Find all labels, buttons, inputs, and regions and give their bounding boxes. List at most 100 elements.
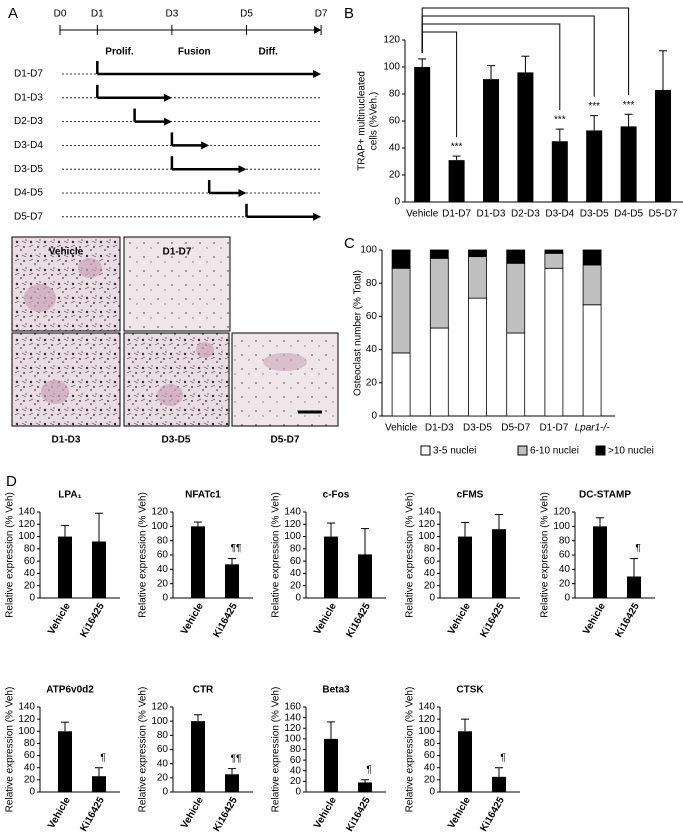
y-tick-label: 120 — [284, 519, 301, 530]
y-tick-label: 20 — [290, 776, 302, 787]
bar-segment — [391, 249, 411, 269]
y-tick-label: 20 — [24, 580, 36, 591]
cell — [157, 384, 183, 406]
y-tick-label: 0 — [29, 787, 35, 798]
bar — [551, 141, 568, 202]
significance-marker: *** — [451, 142, 463, 153]
micrograph-label: Vehicle — [49, 247, 84, 258]
panel-label: D — [6, 473, 17, 490]
x-tick-label: Ki16425 — [78, 601, 107, 640]
arrowhead — [314, 26, 322, 34]
bar — [58, 731, 72, 792]
chart: Beta3 Relative expression (% Veh) 02040608… — [271, 685, 386, 833]
bar-segment — [506, 249, 526, 264]
y-tick-label: 40 — [24, 762, 36, 773]
y-tick-label: 100 — [151, 716, 168, 727]
y-axis-label: TRAP+ multinucleated — [357, 71, 368, 171]
y-tick-label: 60 — [24, 750, 36, 761]
chart-title: CTSK — [456, 685, 484, 696]
bar-segment — [391, 267, 411, 354]
cell — [24, 284, 56, 312]
y-tick-label: 140 — [18, 507, 35, 518]
bar-segment — [582, 304, 602, 417]
x-tick-label: Ki16425 — [613, 601, 642, 640]
micrograph — [231, 332, 339, 427]
row-label: D4-D5 — [14, 188, 43, 199]
bar — [586, 130, 603, 202]
comparison-bracket — [421, 15, 595, 97]
bar-segment — [582, 249, 602, 266]
significance-marker: ¶¶ — [231, 543, 242, 554]
micrograph — [123, 236, 231, 332]
x-tick-label: Vehicle — [46, 601, 73, 637]
significance-marker: ¶ — [366, 764, 371, 775]
chart: DC-STAMP Relative expression (% Veh) 0 20 40… — [540, 490, 655, 640]
bar-segment — [544, 252, 564, 269]
y-tick-label: 40 — [559, 564, 571, 575]
x-tick-label: Vehicle — [312, 601, 339, 637]
micrograph-label: D5-D7 — [271, 435, 300, 446]
micrograph-label: D1-D3 — [52, 435, 81, 446]
x-tick-label: Vehicle — [406, 209, 439, 220]
arrowhead — [313, 212, 322, 221]
y-axis-label: Osteoclast number (% Total) — [353, 270, 364, 396]
bar — [358, 554, 372, 598]
y-axis-label: cells (%Veh.) — [369, 92, 380, 150]
y-tick-label: 100 — [553, 521, 570, 532]
legend-swatch — [517, 445, 528, 456]
bar-segment — [544, 249, 564, 254]
x-tick-label: Vehicle — [446, 601, 473, 637]
significance-marker: ¶ — [100, 752, 105, 763]
y-tick-label: 20 — [157, 578, 169, 589]
y-tick-label: 80 — [424, 738, 436, 749]
legend-label: 3-5 nuclei — [433, 446, 476, 457]
arrowhead — [238, 165, 247, 174]
chart: TRAP+ multinucleated cells (%Veh.) 0 20 40 60… — [357, 7, 683, 220]
y-tick-label: 40 — [366, 344, 378, 355]
row-label: D3-D4 — [14, 140, 43, 151]
bar — [191, 526, 205, 598]
y-tick-label: 20 — [389, 170, 401, 181]
x-tick-label: D1-D3 — [477, 209, 506, 220]
chart-title: Beta3 — [322, 685, 350, 696]
bar — [448, 160, 465, 202]
phase-label: Prolif. — [105, 47, 134, 58]
y-tick-label: 140 — [418, 702, 435, 713]
y-tick-label: 20 — [424, 774, 436, 785]
y-axis-label: Relative expression (% Veh) — [405, 492, 416, 618]
x-tick-label: Vehicle — [179, 601, 206, 637]
bar — [517, 72, 534, 203]
y-tick-label: 40 — [290, 568, 302, 579]
y-tick-label: 0 — [162, 593, 168, 604]
chart-title: CTR — [193, 685, 214, 696]
arrowhead — [201, 141, 210, 150]
y-tick-label: 0 — [564, 593, 570, 604]
y-tick-label: 40 — [157, 758, 169, 769]
y-tick-label: 100 — [360, 245, 377, 256]
y-tick-label: 80 — [389, 89, 401, 100]
chart-title: NFATc1 — [185, 490, 221, 501]
micrographs — [11, 236, 339, 427]
bar — [483, 79, 499, 202]
y-tick-label: 0 — [162, 787, 168, 798]
y-tick-label: 80 — [290, 744, 302, 755]
chart-title: ATP6v0d2 — [46, 685, 94, 696]
y-tick-label: 40 — [24, 568, 36, 579]
x-tick-label: D5-D7 — [649, 209, 678, 220]
x-tick-label: Vehicle — [581, 601, 608, 637]
x-tick-label: D3-D4 — [545, 209, 574, 220]
x-tick-label: D4-D5 — [614, 209, 643, 220]
bar — [92, 541, 106, 598]
bar — [358, 782, 372, 792]
bar — [627, 576, 641, 598]
y-axis-label: Relative expression (% Veh) — [138, 687, 149, 813]
y-axis-label: Relative expression (% Veh) — [271, 687, 282, 813]
x-tick-label: Ki16425 — [344, 601, 373, 640]
arrowhead — [313, 70, 322, 78]
significance-marker: *** — [623, 100, 635, 111]
y-axis-label: Relative expression (% Veh) — [271, 492, 282, 618]
day-label: D1 — [91, 9, 104, 20]
x-tick-label: Ki16425 — [478, 795, 507, 833]
